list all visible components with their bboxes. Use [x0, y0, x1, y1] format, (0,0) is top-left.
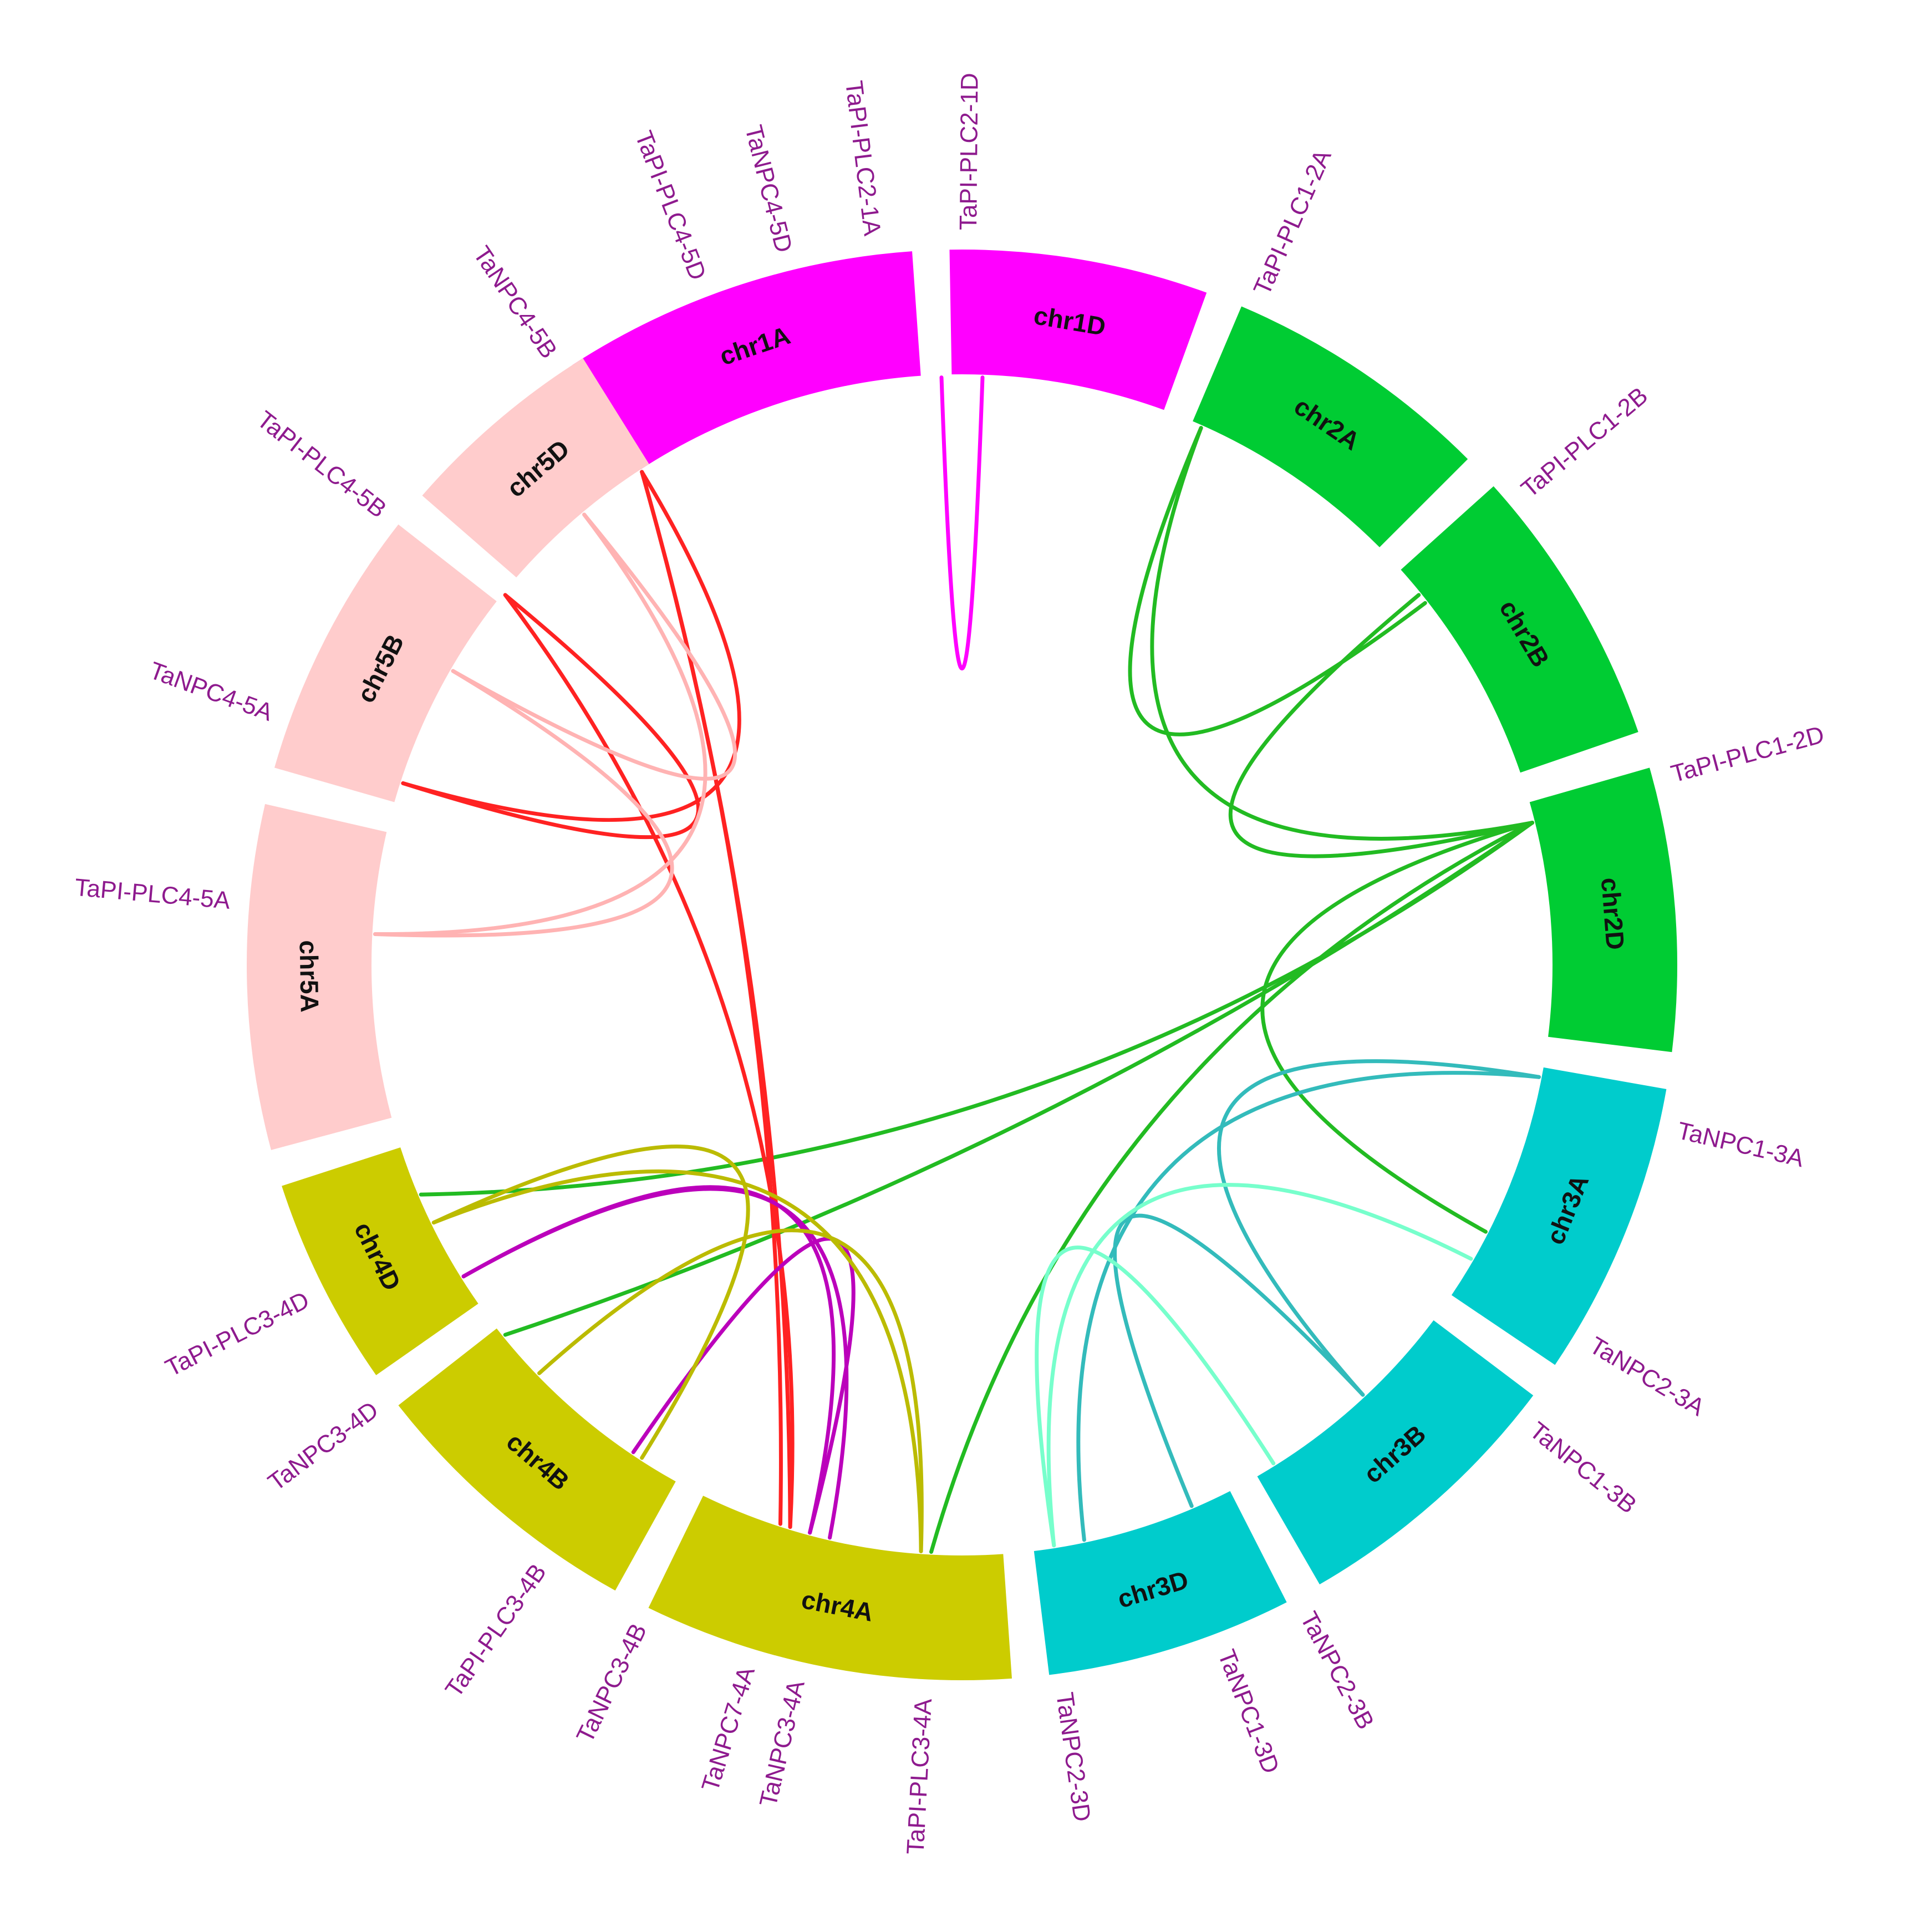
- gene-label: TaPI-PLC1-2D: [1668, 721, 1828, 788]
- gene-label: TaPI-PLC4-5B: [252, 406, 391, 523]
- gene-label: TaNPC2-3D: [1051, 1691, 1096, 1823]
- links-layer: [373, 375, 1541, 1554]
- synteny-link: [640, 470, 792, 1529]
- gene-label: TaNPC7-4A: [696, 1663, 760, 1794]
- chromosome-label: chr2D: [1596, 877, 1630, 951]
- gene-label: TaNPC3-4B: [571, 1619, 652, 1747]
- chromosome-block: [1451, 1067, 1667, 1365]
- gene-label: TaNPC1-3B: [1524, 1417, 1641, 1519]
- chromosome-block: [247, 804, 392, 1150]
- synteny-link: [640, 470, 783, 1526]
- chromosome-block: [1401, 486, 1638, 773]
- gene-label: TaNPC4-5D: [740, 123, 797, 256]
- gene-label: TaNPC2-3B: [1295, 1607, 1379, 1733]
- gene-label: TaPI-PLC3-4D: [161, 1287, 314, 1382]
- synteny-link: [373, 669, 674, 938]
- synteny-link: [1076, 1071, 1541, 1542]
- gene-label: TaNPC4-5B: [468, 241, 563, 363]
- synteny-link: [1046, 1183, 1473, 1548]
- chromosome-block: [422, 358, 649, 578]
- synteny-link: [1228, 593, 1535, 858]
- synteny-link: [1260, 821, 1535, 1234]
- synteny-link: [431, 1169, 923, 1553]
- synteny-link: [461, 1187, 849, 1540]
- gene-label: TaNPC1-3A: [1675, 1117, 1807, 1172]
- gene-label: TaNPC1-3D: [1213, 1646, 1285, 1777]
- gene-label: TaPI-PLC2-1A: [840, 79, 886, 238]
- gene-label: TaPI-PLC3-4B: [440, 1559, 552, 1702]
- synteny-link: [1128, 426, 1427, 736]
- chromosome-block: [1193, 306, 1468, 547]
- synteny-link: [373, 512, 707, 937]
- chromosome-label: chr5A: [294, 940, 324, 1013]
- synteny-link: [419, 821, 1535, 1197]
- gene-label: TaNPC3-4D: [263, 1396, 384, 1496]
- gene-label: TaNPC4-5A: [146, 657, 277, 726]
- chromosome-block: [648, 1496, 1012, 1680]
- chromosome-block: [949, 250, 1207, 410]
- chromosome-ring: chr1A chr1Dchr2Achr2Bchr2Dchr3Achr3Bchr3D…: [247, 250, 1677, 1680]
- gene-label: TaPI-PLC4-5D: [630, 127, 711, 283]
- synteny-link: [503, 593, 795, 1529]
- chromosome-block: [282, 1147, 479, 1375]
- gene-label: TaPI-PLC3-4A: [902, 1697, 937, 1855]
- synteny-link: [1035, 1245, 1276, 1548]
- gene-label: TaPI-PLC1-2A: [1249, 145, 1337, 299]
- gene-label: TaNPC3-4A: [755, 1677, 810, 1809]
- gene-label: TaPI-PLC1-2B: [1516, 382, 1653, 503]
- gene-label: TaNPC2-3A: [1585, 1331, 1709, 1421]
- chromosome-block: [572, 251, 921, 470]
- synteny-link: [1113, 1213, 1365, 1508]
- synteny-link: [1150, 426, 1535, 841]
- chromosome-block: [398, 1328, 676, 1591]
- synteny-link: [939, 375, 985, 670]
- synteny-link: [431, 1144, 750, 1460]
- synteny-link: [929, 821, 1535, 1554]
- gene-label: TaPI-PLC2-1D: [955, 73, 983, 230]
- chromosome-block: [1529, 767, 1677, 1053]
- synteny-link: [537, 1228, 924, 1553]
- synteny-link: [1217, 1059, 1541, 1397]
- synteny-link: [401, 470, 741, 822]
- chromosome-block: [1034, 1491, 1287, 1675]
- gene-label: TaPI-PLC4-5A: [74, 874, 232, 914]
- chromosome-block: [1257, 1320, 1534, 1585]
- synteny-link: [451, 512, 737, 781]
- chromosome-block: [274, 524, 497, 802]
